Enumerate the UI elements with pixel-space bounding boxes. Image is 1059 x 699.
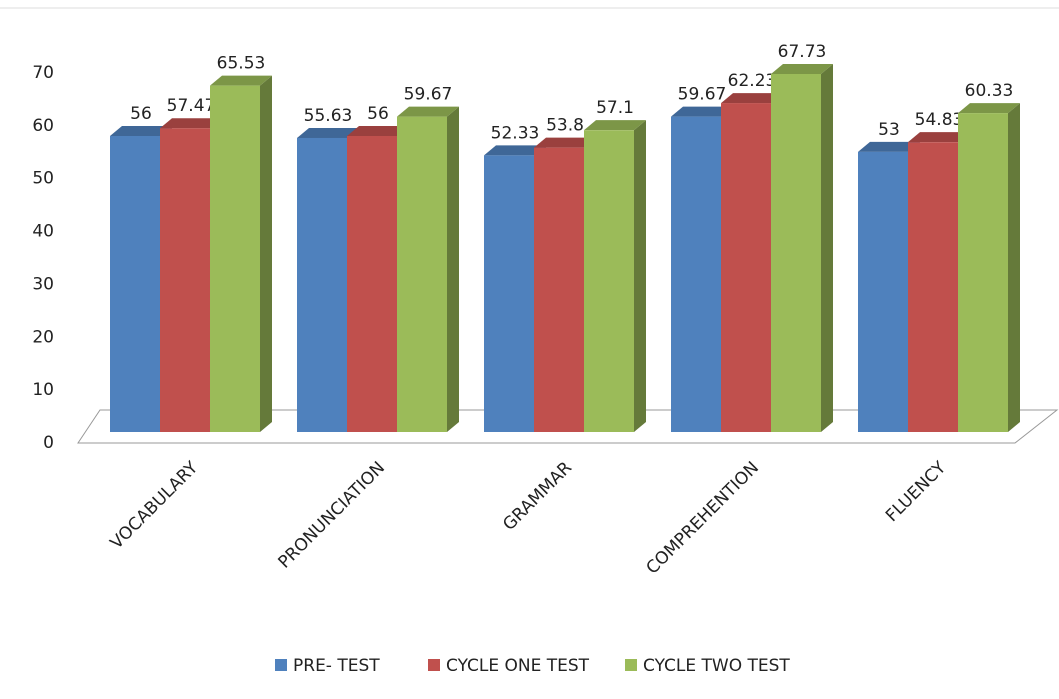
bar-top — [534, 137, 596, 148]
data-label: 56 — [367, 104, 389, 124]
bar-top — [297, 127, 359, 138]
bar-front — [671, 116, 721, 432]
y-tick-label: 70 — [32, 63, 54, 83]
legend-label: PRE- TEST — [293, 656, 380, 676]
bar-top — [484, 145, 546, 156]
bar-front — [347, 136, 397, 432]
y-tick-label: 40 — [32, 222, 54, 242]
data-label: 54.83 — [915, 110, 964, 130]
bar-top — [584, 120, 646, 131]
bar-top — [397, 106, 459, 117]
data-label: 57.1 — [596, 98, 634, 118]
bar-front — [484, 155, 534, 433]
bar-top — [671, 106, 733, 117]
bar-front — [534, 147, 584, 432]
legend-swatch — [275, 659, 287, 671]
data-label: 53 — [878, 120, 900, 140]
x-tick-label: FLUENCY — [882, 457, 951, 526]
bar-top — [347, 126, 409, 136]
data-label: 53.8 — [546, 116, 584, 136]
bar-front — [771, 73, 821, 433]
legend-label: CYCLE ONE TEST — [446, 656, 590, 676]
legend-label: CYCLE TWO TEST — [643, 656, 790, 676]
bar-front — [297, 137, 347, 432]
bar-side — [447, 106, 459, 432]
bar-front — [908, 142, 958, 433]
data-label: 67.73 — [778, 42, 827, 62]
bar-front — [584, 130, 634, 432]
bar-side — [634, 120, 646, 432]
bar-front — [110, 136, 160, 432]
bar-top — [908, 132, 970, 143]
legend-swatch — [625, 659, 637, 671]
data-label: 60.33 — [965, 81, 1014, 101]
bar-top — [958, 103, 1020, 114]
data-label: 59.67 — [404, 85, 453, 105]
legend-swatch — [428, 659, 440, 671]
y-tick-label: 0 — [43, 433, 54, 453]
bar — [210, 75, 272, 433]
bar-front — [721, 103, 771, 432]
x-tick-label: PRONUNCIATION — [275, 458, 390, 573]
y-tick-label: 60 — [32, 116, 54, 136]
bar-front — [160, 128, 210, 433]
data-label: 57.47 — [167, 96, 216, 116]
y-tick-label: 20 — [32, 327, 54, 347]
bar-top — [160, 118, 222, 129]
data-label: 55.63 — [304, 106, 353, 126]
bar-side — [821, 63, 833, 433]
bar-top — [721, 93, 783, 104]
bar-top — [210, 75, 272, 86]
data-label: 52.33 — [491, 123, 540, 143]
x-tick-label: GRAMMAR — [499, 458, 576, 535]
bar-front — [958, 113, 1008, 432]
data-label: 59.67 — [678, 85, 727, 105]
x-tick-label: COMPREHENTION — [643, 458, 764, 579]
bar — [771, 63, 833, 433]
bar-top — [110, 126, 172, 136]
bar-side — [260, 75, 272, 433]
data-label: 56 — [130, 104, 152, 124]
y-tick-label: 10 — [32, 380, 54, 400]
data-label: 65.53 — [217, 54, 266, 74]
y-tick-label: 30 — [32, 274, 54, 294]
bar-top — [771, 63, 833, 74]
y-tick-label: 50 — [32, 169, 54, 189]
bar — [958, 103, 1020, 432]
bar — [397, 106, 459, 432]
bar-front — [210, 85, 260, 433]
bar-front — [858, 151, 908, 432]
x-tick-label: VOCABULARY — [107, 457, 203, 553]
bar-side — [1008, 103, 1020, 432]
data-label: 62.23 — [728, 71, 777, 91]
bar — [584, 120, 646, 432]
bar-front — [397, 116, 447, 432]
bar-top — [858, 141, 920, 152]
